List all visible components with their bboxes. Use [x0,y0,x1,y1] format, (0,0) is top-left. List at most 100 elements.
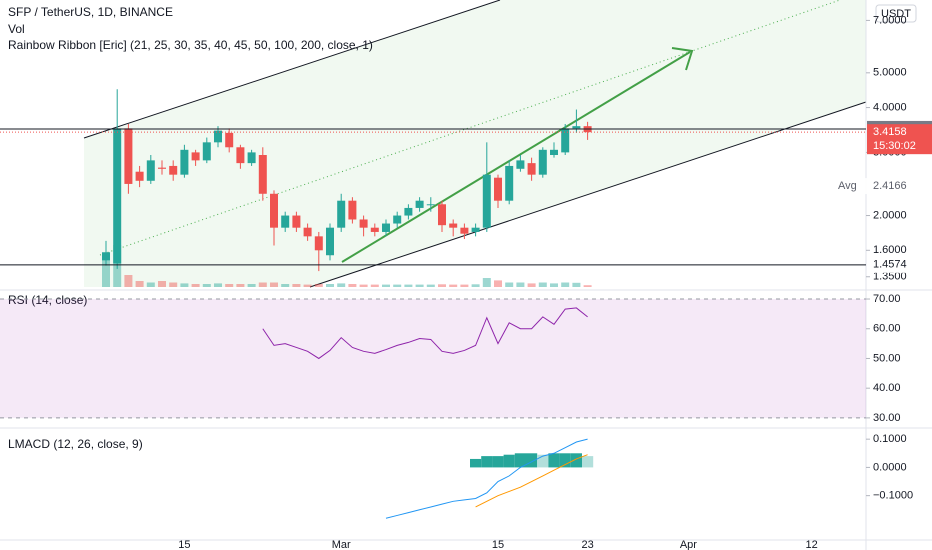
y-tick-label: 70.00 [873,293,901,305]
histogram-bar [570,453,582,468]
avg-label: Avg [838,180,857,192]
y-tick-label: 60.00 [873,323,901,335]
candle-body [550,149,558,156]
y-tick-label: 1.3500 [873,271,907,283]
volume-legend: Vol [8,22,25,36]
y-tick-label: 1.6000 [873,244,907,256]
candle-body [494,177,502,201]
candle-body [135,171,144,181]
volume-bar [258,282,267,287]
y-tick-label: 50.00 [873,352,901,364]
histogram-bar [492,456,504,468]
volume-bar [449,284,458,287]
price-label-box [867,256,932,273]
volume-bar [146,282,155,287]
y-tick-label: 2.0000 [873,209,907,221]
volume-bar [214,283,222,287]
candle-body [169,165,178,175]
candle-body [214,130,222,143]
symbol-title: SFP / TetherUS, 1D, BINANCE [8,5,173,19]
avg-value: 2.4166 [873,180,907,192]
x-tick-label: 15 [492,539,504,550]
volume-bar [527,283,536,287]
channel-fill [84,0,866,287]
candle-body [281,215,290,228]
currency[interactable]: USDT [881,8,911,20]
volume-bar [426,284,435,287]
volume-bar [191,284,200,287]
volume-bar [303,284,312,287]
candle-body [180,149,189,175]
candle-body [572,126,581,129]
volume-bar [516,282,525,287]
volume-bar [202,284,211,287]
volume-bar [583,285,592,287]
candle-body [247,152,256,164]
candle-body [102,252,110,261]
candle-body [438,204,446,226]
avg-box [834,178,932,195]
countdown: 15:30:02 [873,140,916,152]
candle-body [460,227,469,234]
ribbon-legend: Rainbow Ribbon [Eric] (21, 25, 30, 35, 4… [8,38,373,52]
candle-body [471,227,480,232]
candle-body [191,152,200,161]
y-tick-label: 5.0000 [873,67,907,79]
channel-lower [309,101,867,288]
y-tick-label: 4.0000 [873,101,907,113]
volume-bar [247,284,256,287]
volume-bar [370,284,379,287]
volume-bar [550,283,558,287]
candle-body [158,167,166,169]
candle-body [292,215,301,228]
x-tick-label: Mar [332,539,351,550]
volume-bar [438,284,446,287]
volume-bar [292,284,301,287]
candle-body [348,200,357,220]
price-label: 1.4574 [873,259,907,271]
x-tick-label: Apr [680,539,697,550]
histogram-bar [481,456,493,468]
candle-body [393,215,402,224]
rsi-band [0,299,866,418]
volume-bar [169,282,178,287]
candle-body [404,207,413,216]
candle-body [561,128,570,153]
macd-line [385,438,588,519]
macd-line [475,454,588,508]
candle-body [449,223,458,228]
candle-body [538,149,547,175]
volume-bar [415,284,424,287]
x-tick-label: 15 [178,539,190,550]
volume-bar [158,281,166,287]
candle-body [113,128,122,264]
candle-body [236,147,245,164]
rsi-title: RSI (14, close) [8,293,87,307]
histogram-bar [537,454,549,468]
projection-arrow [341,51,691,263]
channel-mid [99,0,841,256]
candle-body [202,142,211,161]
candle-body [303,227,312,237]
volume-bar [471,284,480,287]
volume-bar [236,284,245,287]
volume-bar [314,284,323,287]
y-tick-label: 0.1000 [873,433,907,445]
y-tick-label: 30.00 [873,412,901,424]
candle-body [326,227,334,256]
last-price: 3.4158 [873,126,907,138]
rsi-line [262,307,588,360]
candle-body [482,174,491,228]
y-tick-label: 7.0000 [873,14,907,26]
volume-bar [561,282,570,287]
volume-bar [124,275,133,287]
volume-bar [382,284,390,287]
candle-body [146,160,155,181]
candle-body [426,204,435,206]
candle-body [415,200,424,208]
histogram-bar [503,454,515,468]
volume-bar [180,283,189,287]
histogram-bar [582,456,594,468]
volume-bar [538,282,547,287]
currency-box[interactable] [875,4,917,23]
